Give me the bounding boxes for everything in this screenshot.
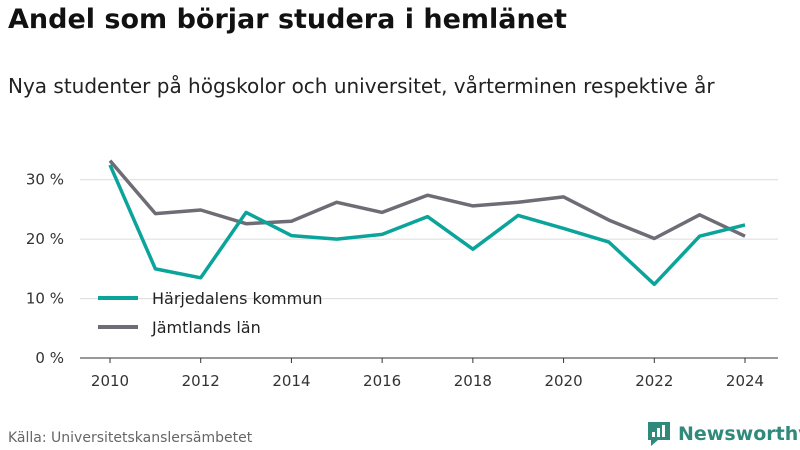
x-tick-label: 2014 xyxy=(272,372,310,390)
source-note: Källa: Universitetskanslersämbetet xyxy=(8,430,253,446)
brand-logo: Newsworthy xyxy=(646,420,800,448)
x-tick-label: 2012 xyxy=(182,372,220,390)
y-tick-label: 30 % xyxy=(26,171,64,189)
x-tick-label: 2016 xyxy=(363,372,401,390)
newsworthy-logo-icon xyxy=(648,422,670,446)
x-tick-label: 2024 xyxy=(726,372,764,390)
x-tick-label: 2020 xyxy=(544,372,582,390)
series-line-1 xyxy=(108,164,746,287)
chart-subtitle: Nya studenter på högskolor och universit… xyxy=(8,74,715,98)
x-tick-label: 2018 xyxy=(454,372,492,390)
x-tick-label: 2010 xyxy=(91,372,129,390)
chart-title: Andel som börjar studera i hemlänet xyxy=(8,4,567,35)
y-tick-label: 0 % xyxy=(35,349,64,367)
y-tick-label: 20 % xyxy=(26,230,64,248)
legend-label: Härjedalens kommun xyxy=(152,289,322,308)
series-line-2 xyxy=(108,159,746,241)
brand-name: Newsworthy xyxy=(678,423,800,445)
legend-label: Jämtlands län xyxy=(151,318,261,337)
x-tick-label: 2022 xyxy=(635,372,673,390)
y-tick-label: 10 % xyxy=(26,290,64,308)
